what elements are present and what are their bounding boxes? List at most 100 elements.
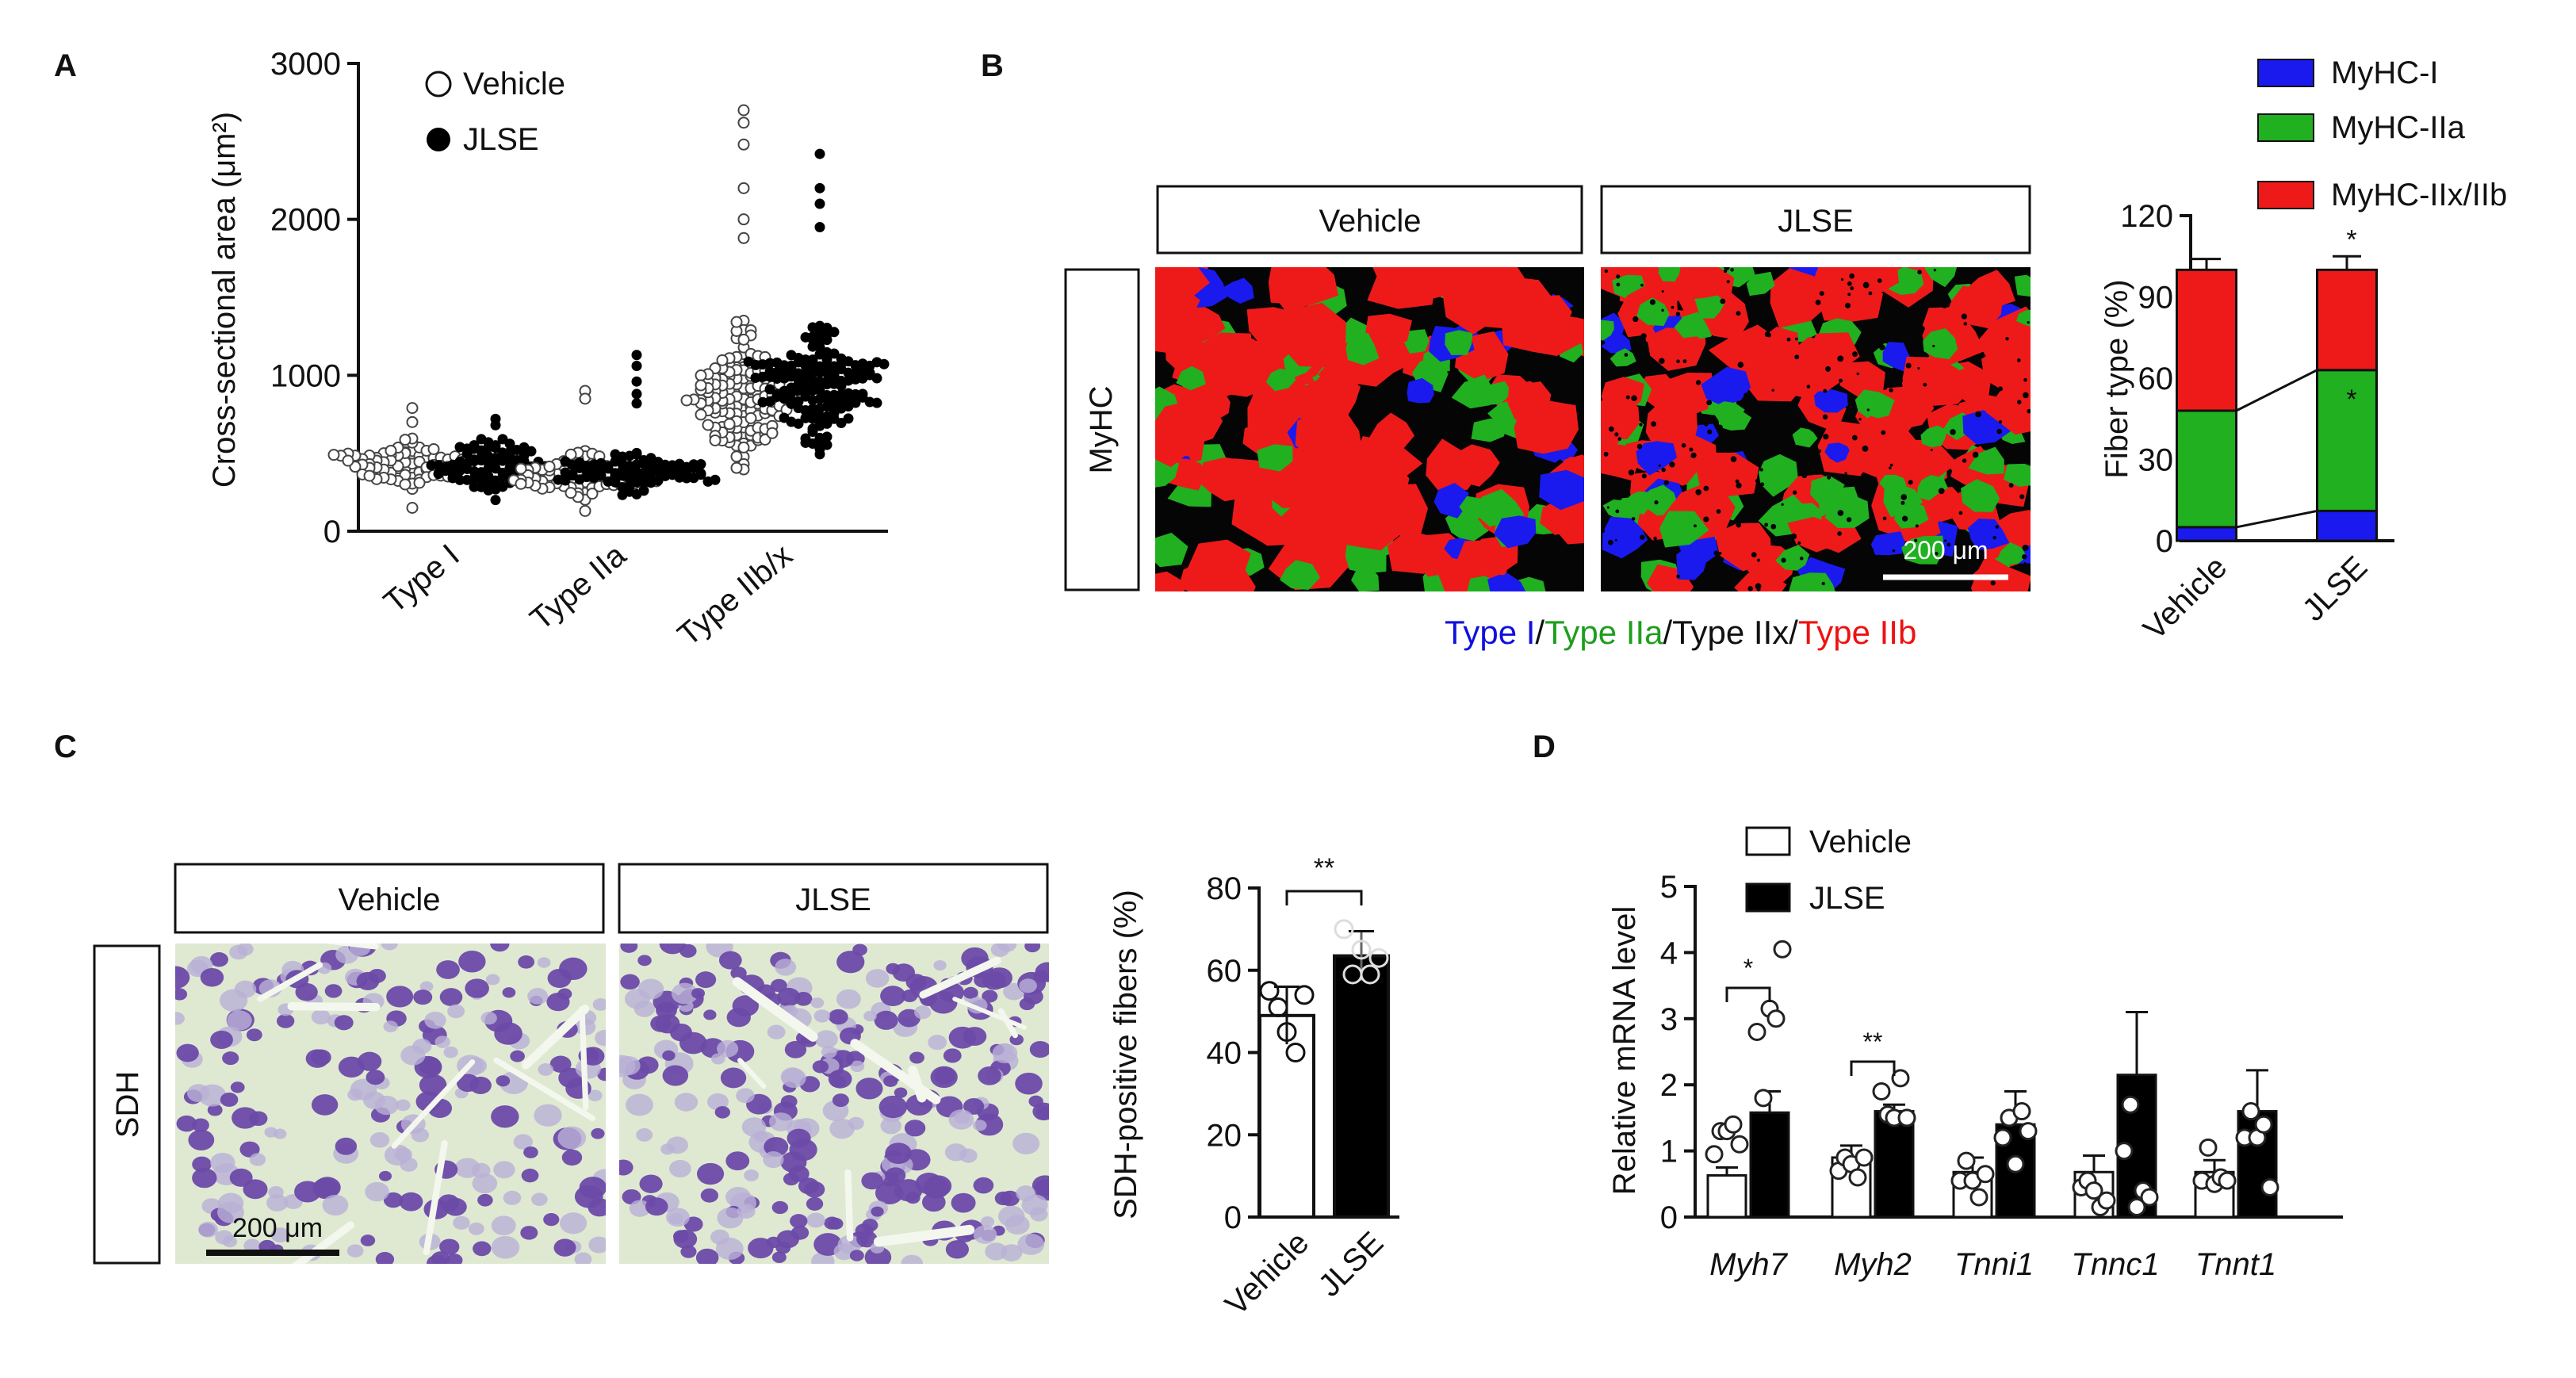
type-iia-fiber: [1459, 496, 1489, 519]
type-iia-fiber: [1792, 427, 1818, 448]
sdh-positive-fiber: [427, 1254, 448, 1264]
stain-speckle: [1754, 432, 1759, 438]
stain-speckle: [1682, 359, 1687, 364]
panel-c: Vehicle JLSE SDH 200 μm SDH-positive fib…: [93, 853, 1399, 1322]
type-i-fiber: [1407, 377, 1434, 404]
stain-speckle: [1932, 344, 1935, 348]
stain-speckle: [1851, 434, 1858, 441]
panel-a-point-jlse: [843, 400, 854, 411]
sdh-positive-fiber: [679, 1032, 707, 1055]
sdh-positive-fiber: [518, 955, 535, 969]
stain-speckle: [1963, 322, 1968, 326]
sdh-negative-fiber: [453, 1215, 470, 1230]
stain-speckle: [1823, 389, 1828, 393]
panel-a-ytick-label: 0: [323, 515, 341, 549]
type-iib-fiber: [1441, 281, 1505, 335]
type-iib-fiber: [1601, 377, 1644, 413]
connective-tissue-streak: [737, 1058, 767, 1089]
type-iib-fiber: [1268, 267, 1315, 305]
type-i-fiber: [1824, 442, 1851, 463]
sdh-positive-fiber: [691, 988, 706, 999]
panel-a-point-vehicle: [565, 487, 577, 500]
stain-speckle: [1950, 429, 1956, 435]
sdh-positive-fiber: [176, 1043, 199, 1062]
stain-speckle: [1917, 270, 1922, 275]
type-iib-fiber: [1981, 346, 2031, 394]
panel-a-point-jlse: [800, 405, 811, 416]
sdh-vehicle-fibers: [175, 944, 606, 1264]
type-iia-fiber: [1403, 329, 1430, 354]
fiber-bar-myhc-iix-iib: [2176, 268, 2237, 412]
panel-a-point-vehicle: [759, 433, 771, 446]
panel-a-point-jlse: [476, 434, 487, 445]
panel-a-point-jlse: [814, 148, 825, 159]
sdh-negative-fiber: [829, 1118, 855, 1139]
stain-speckle: [1706, 400, 1713, 406]
mrna-bar-jlse: [1749, 1111, 1790, 1219]
type-iia-fiber: [1601, 320, 1614, 341]
sdh-positive-fiber: [502, 987, 516, 998]
sdh-negative-fiber: [666, 1208, 690, 1227]
sdh-negative-fiber: [365, 1181, 389, 1202]
sdh-negative-fiber: [973, 1225, 997, 1244]
sdh-negative-fiber: [322, 1194, 349, 1216]
sdh-negative-fiber: [1019, 978, 1037, 993]
panel-a-point-jlse: [807, 341, 818, 352]
type-iia-fiber: [1916, 474, 1948, 501]
sdh-positive-fiber: [806, 1196, 824, 1211]
panel-a-point-jlse: [454, 442, 465, 453]
panel-a-point-jlse: [560, 467, 571, 478]
type-iia-fiber: [1824, 492, 1870, 528]
stain-speckle: [1819, 291, 1824, 297]
sdh-positive-fiber: [732, 995, 760, 1016]
type-i-fiber: [1487, 572, 1526, 591]
panel-d: Vehicle JLSE Relative mRNA level 0 1 2 3 4 5 My…: [1607, 825, 2343, 1282]
sdh-positive-fiber: [444, 1197, 467, 1216]
sdh-positive-fiber: [679, 944, 697, 958]
legend-myhc-i-label: MyHC-I: [2331, 56, 2439, 90]
sdh-positive-fiber: [973, 1177, 994, 1194]
stain-speckle: [1908, 480, 1913, 485]
stain-speckle: [1743, 392, 1747, 397]
panel-a-point-jlse: [645, 477, 656, 488]
sdh-positive-fiber: [209, 952, 228, 967]
panel-a-point-jlse: [878, 358, 890, 369]
stain-speckle: [1711, 358, 1717, 363]
sdh-positive-fiber: [828, 1217, 844, 1230]
mrna-data-point: [2121, 1095, 2140, 1114]
sdh-positive-fiber: [695, 1248, 719, 1264]
sdh-negative-fiber: [933, 959, 947, 971]
sdh-positive-fiber: [192, 1156, 212, 1173]
panel-a-point-jlse: [504, 462, 515, 473]
panel-b-legend: MyHC-I MyHC-IIa MyHC-IIx/IIb: [2257, 56, 2507, 212]
stain-speckle: [1837, 355, 1844, 362]
stain-speckle: [1944, 539, 1947, 542]
stain-speckle: [1917, 366, 1920, 370]
stain-speckle: [1661, 467, 1666, 473]
stain-speckle: [1735, 479, 1740, 484]
stain-speckle: [1822, 414, 1828, 420]
stain-speckle: [1918, 327, 1924, 334]
fiber-bar-myhc-i: [2316, 509, 2378, 542]
stain-speckle: [1747, 586, 1754, 591]
sdh-positive-fiber: [229, 1168, 253, 1187]
legend-myhc-iia-label: MyHC-IIa: [2331, 110, 2466, 145]
sdh-positive-fiber: [905, 1192, 921, 1204]
panel-a-point-vehicle: [515, 462, 527, 475]
sdh-positive-fiber: [496, 1075, 511, 1087]
panel-a-point-vehicle: [579, 392, 591, 405]
sdh-scale-label: 200 μm: [232, 1213, 323, 1243]
panel-label-b: B: [981, 48, 1004, 83]
panel-a-point-jlse: [807, 427, 818, 438]
stain-speckle: [1695, 489, 1701, 496]
sdh-negative-fiber: [227, 1010, 252, 1031]
panel-a-point-jlse: [786, 382, 797, 393]
sdh-negative-fiber: [821, 1045, 837, 1058]
type-iib-fiber: [1295, 408, 1363, 472]
stain-speckle: [1997, 386, 2004, 392]
stain-speckle: [1866, 568, 1874, 576]
sdh-positive-fiber: [789, 1139, 817, 1162]
sdh-negative-fiber: [706, 1093, 729, 1111]
mrna-data-point: [2199, 1138, 2218, 1157]
panel-b-ytick-label: 120: [2120, 199, 2173, 234]
